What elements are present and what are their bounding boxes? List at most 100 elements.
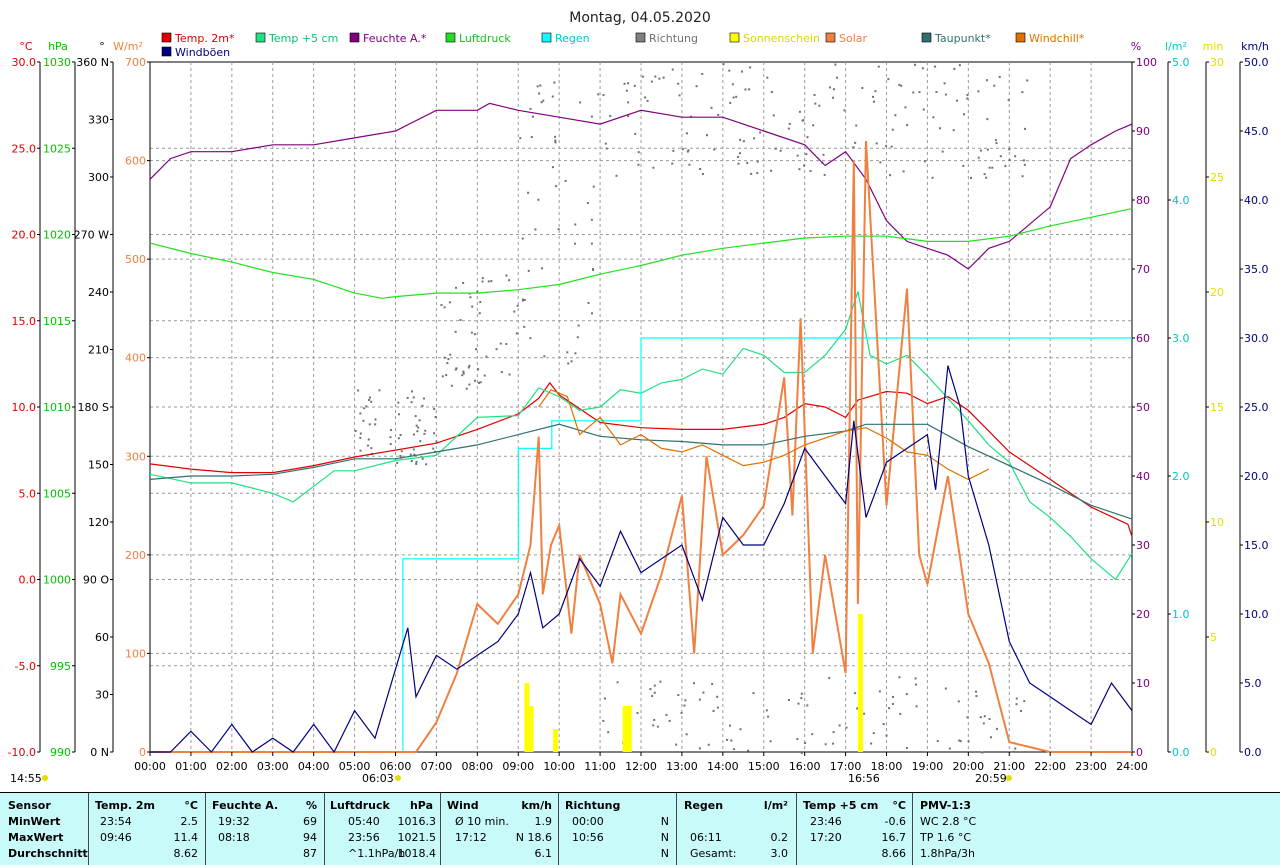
direction-point	[955, 99, 958, 102]
direction-point	[885, 144, 888, 147]
solar-tick-label: 700	[125, 56, 146, 69]
direction-point	[481, 277, 484, 280]
temp-unit-label: °C	[19, 40, 33, 53]
direction-point	[752, 692, 755, 695]
direction-point	[449, 353, 452, 356]
direction-point	[478, 312, 481, 315]
direction-point	[576, 336, 579, 339]
direction-point	[573, 242, 576, 245]
direction-point	[470, 331, 473, 334]
humidity-tick-label: 90	[1136, 125, 1150, 138]
direction-point	[446, 362, 449, 365]
direction-point	[981, 751, 984, 754]
sunset-icon	[1006, 775, 1012, 781]
x-tick-label: 13:00	[666, 760, 698, 773]
sunshine-bar	[528, 706, 534, 752]
sunshine-tick-label: 0	[1210, 746, 1217, 759]
direction-point	[455, 286, 458, 289]
humidity-tick-label: 100	[1136, 56, 1157, 69]
direction-point	[627, 101, 630, 104]
direction-point	[710, 106, 713, 109]
axis-unit-labels: °C hPa ° W/m²% l/m² min km/h	[19, 40, 1269, 53]
direction-point	[447, 358, 450, 361]
stats-header-humidity: Feuchte A.	[212, 799, 279, 812]
direction-point	[448, 301, 451, 304]
direction-point	[389, 436, 392, 439]
sunshine-bar	[857, 614, 863, 752]
direction-point	[529, 107, 532, 110]
solar-unit-label: W/m²	[113, 40, 143, 53]
pressure-tick-label: 1030	[43, 56, 71, 69]
direction-point	[831, 96, 834, 99]
direction-point	[772, 114, 775, 117]
direction-point	[627, 115, 630, 118]
direction-point	[668, 719, 671, 722]
direction-point	[652, 166, 655, 169]
direction-point	[902, 170, 905, 173]
direction-point	[962, 164, 965, 167]
stats-header-direction: Richtung	[565, 799, 621, 812]
sunshine-tick-label: 20	[1210, 286, 1224, 299]
direction-point	[551, 95, 554, 98]
direction-point	[587, 302, 590, 305]
direction-point	[944, 93, 947, 96]
legend-swatch	[1015, 32, 1026, 43]
direction-point	[1004, 164, 1007, 167]
direction-point	[767, 715, 770, 718]
x-tick-label: 19:00	[912, 760, 944, 773]
direction-point	[986, 118, 989, 121]
stats-direction-value: N	[660, 847, 669, 860]
direction-point	[805, 153, 808, 156]
direction-point	[957, 700, 960, 703]
direction-point	[693, 682, 696, 685]
stats-pressure-value: 1021.5	[397, 831, 437, 844]
humidity-tick-label: 0	[1136, 746, 1143, 759]
series-layer	[149, 63, 1133, 754]
direction-point	[421, 457, 424, 460]
direction-point	[468, 364, 471, 367]
direction-point	[707, 743, 710, 746]
stats-humidity-value: 69	[303, 815, 317, 828]
direction-point	[473, 333, 476, 336]
direction-point	[416, 430, 419, 433]
humidity-tick-label: 40	[1136, 470, 1150, 483]
stats-pressure-value: 1016.3	[397, 815, 437, 828]
solar-tick-label: 400	[125, 352, 146, 365]
series-luftdruck	[149, 208, 1133, 299]
direction-point	[1012, 750, 1015, 753]
humidity-tick-label: 50	[1136, 401, 1150, 414]
direction-point	[737, 155, 740, 158]
direction-point	[467, 366, 470, 369]
stats-humidity-time: 08:18	[218, 831, 250, 844]
direction-point	[887, 78, 890, 81]
direction-tick-label: 180 S	[78, 401, 109, 414]
direction-point	[814, 102, 817, 105]
direction-point	[914, 677, 917, 680]
direction-point	[423, 432, 426, 435]
direction-point	[592, 268, 595, 271]
direction-point	[717, 113, 720, 116]
direction-point	[529, 337, 532, 340]
legend-swatch	[255, 32, 266, 43]
stats-row-label: MinWert	[8, 815, 61, 828]
legend-swatch	[635, 32, 646, 43]
stats-rain-value: 0.2	[770, 831, 789, 844]
direction-point	[656, 725, 659, 728]
x-tick-label: 03:00	[257, 760, 289, 773]
stats-header-humidity-unit: %	[305, 799, 317, 812]
pressure-tick-label: 1015	[43, 315, 71, 328]
direction-point	[702, 691, 705, 694]
direction-point	[397, 437, 400, 440]
direction-point	[915, 705, 918, 708]
x-tick-label: 02:00	[216, 760, 248, 773]
direction-point	[915, 683, 918, 686]
solar-tick-label: 200	[125, 549, 146, 562]
wind-tick-label: 50.0	[1244, 56, 1269, 69]
direction-point	[425, 463, 428, 466]
direction-point	[741, 70, 744, 73]
direction-point	[753, 137, 756, 140]
direction-point	[977, 90, 980, 93]
wind-tick-label: 10.0	[1244, 608, 1269, 621]
direction-tick-label: 240	[88, 286, 109, 299]
solar-tick-label: 0	[139, 746, 146, 759]
